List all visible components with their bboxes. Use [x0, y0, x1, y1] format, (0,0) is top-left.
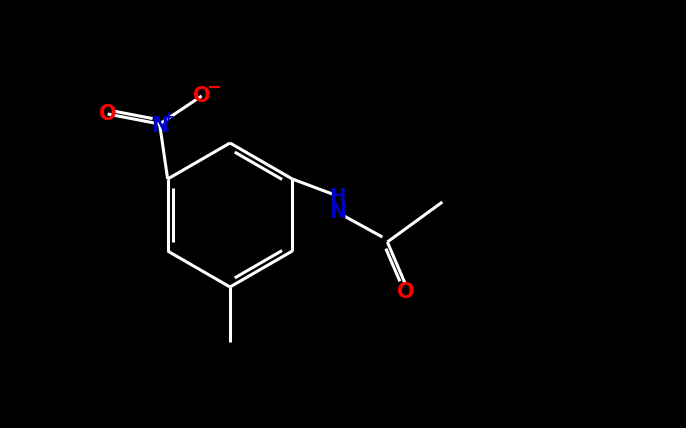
Text: N: N	[329, 202, 346, 222]
Text: −: −	[206, 79, 221, 97]
Text: +: +	[163, 110, 174, 124]
Text: H: H	[329, 187, 346, 206]
Text: N: N	[151, 116, 168, 136]
Text: O: O	[397, 282, 414, 302]
Text: O: O	[193, 86, 211, 106]
Text: O: O	[99, 104, 117, 124]
